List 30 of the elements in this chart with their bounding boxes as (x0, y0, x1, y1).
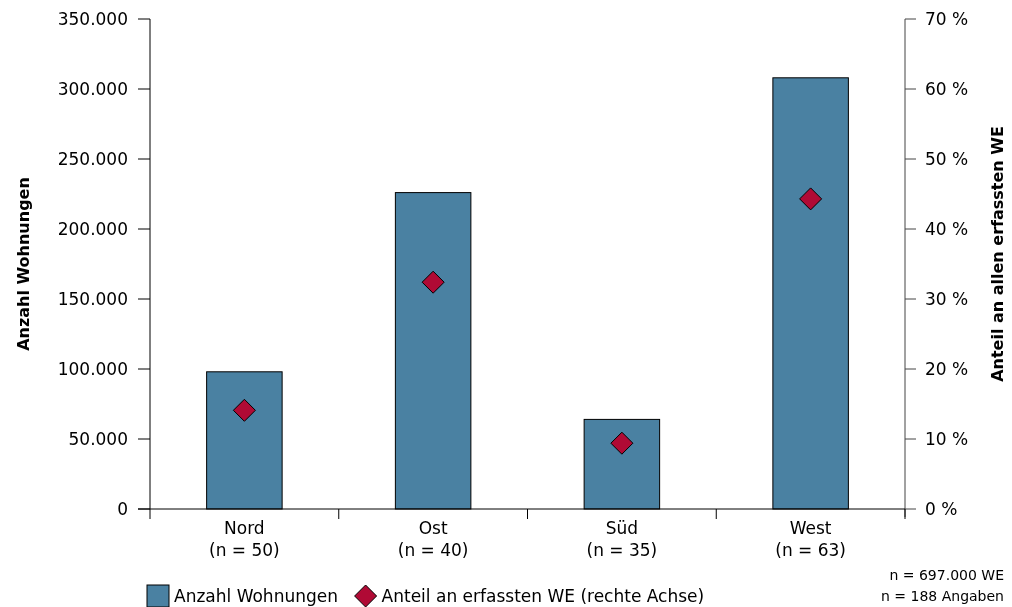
y2-axis-title: Anteil an allen erfassten WE (988, 126, 1007, 382)
legend-label: Anteil an erfassten WE (rechte Achse) (381, 586, 705, 606)
y2-tick-label: 30 % (925, 289, 969, 309)
y2-tick-label: 10 % (925, 429, 969, 449)
y2-tick-label: 40 % (925, 219, 969, 239)
y-tick-label: 350.000 (57, 9, 128, 29)
text: n = 188 Angaben (881, 588, 1004, 604)
y-tick-label: 50.000 (68, 429, 128, 449)
y2-tick-label: 60 % (925, 79, 969, 99)
y-tick-label: 0 (117, 499, 128, 519)
y-tick-label: 100.000 (57, 359, 128, 379)
point (610, 431, 634, 455)
x-tick-label: Nord (n = 50) (209, 518, 280, 560)
y2-tick-label: 0 % (925, 499, 958, 519)
y2-tick-label: 50 % (925, 149, 969, 169)
x-tick-label: Ost (n = 40) (397, 518, 469, 560)
legend-label: Anzahl Wohnungen (174, 586, 338, 606)
y2-tick-label: 20 % (925, 359, 969, 379)
y2-tick-label: 70 % (925, 9, 969, 29)
y-tick-label: 200.000 (57, 219, 128, 239)
y-tick-label: 150.000 (57, 289, 128, 309)
y-tick-label: 250.000 (57, 149, 128, 169)
y-tick-label: 300.000 (57, 79, 128, 99)
point (421, 270, 445, 294)
text: n = 697.000 WE (889, 567, 1004, 583)
point (232, 398, 256, 422)
x-tick-label: Süd (n = 35) (586, 518, 658, 560)
x-tick-label: West (n = 63) (775, 518, 846, 560)
y-axis-title: Anzahl Wohnungen (14, 177, 33, 351)
point (799, 187, 823, 211)
